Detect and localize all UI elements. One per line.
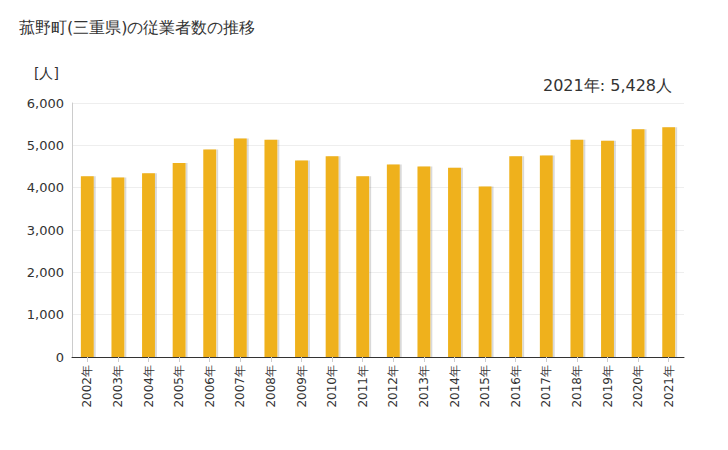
svg-text:2,000: 2,000 bbox=[27, 265, 64, 280]
svg-text:2014年: 2014年 bbox=[448, 365, 462, 408]
svg-text:6,000: 6,000 bbox=[27, 96, 64, 111]
svg-text:0: 0 bbox=[56, 350, 64, 365]
svg-text:2003年: 2003年 bbox=[111, 365, 125, 408]
svg-text:2005年: 2005年 bbox=[172, 365, 186, 408]
svg-text:2009年: 2009年 bbox=[295, 365, 309, 408]
svg-text:2012年: 2012年 bbox=[386, 365, 400, 408]
svg-text:2008年: 2008年 bbox=[264, 365, 278, 408]
svg-text:2018年: 2018年 bbox=[570, 365, 584, 408]
svg-text:菰野町(三重県)の従業者数の推移: 菰野町(三重県)の従業者数の推移 bbox=[19, 18, 255, 37]
svg-text:2015年: 2015年 bbox=[478, 365, 492, 408]
svg-text:2016年: 2016年 bbox=[509, 365, 523, 408]
svg-text:4,000: 4,000 bbox=[27, 180, 64, 195]
svg-text:2017年: 2017年 bbox=[539, 365, 553, 408]
svg-text:2002年: 2002年 bbox=[80, 365, 94, 408]
svg-text:2019年: 2019年 bbox=[601, 365, 615, 408]
svg-text:2020年: 2020年 bbox=[631, 365, 645, 408]
svg-text:2006年: 2006年 bbox=[203, 365, 217, 408]
svg-text:2011年: 2011年 bbox=[356, 365, 370, 408]
svg-text:2007年: 2007年 bbox=[233, 365, 247, 408]
svg-text:2021年: 5,428人: 2021年: 5,428人 bbox=[543, 76, 672, 95]
svg-text:1,000: 1,000 bbox=[27, 307, 64, 322]
svg-text:5,000: 5,000 bbox=[27, 138, 64, 153]
svg-text:2013年: 2013年 bbox=[417, 365, 431, 408]
svg-text:2010年: 2010年 bbox=[325, 365, 339, 408]
svg-text:[人]: [人] bbox=[34, 65, 59, 81]
svg-text:2004年: 2004年 bbox=[142, 365, 156, 408]
svg-text:3,000: 3,000 bbox=[27, 223, 64, 238]
svg-text:2021年: 2021年 bbox=[662, 365, 676, 408]
